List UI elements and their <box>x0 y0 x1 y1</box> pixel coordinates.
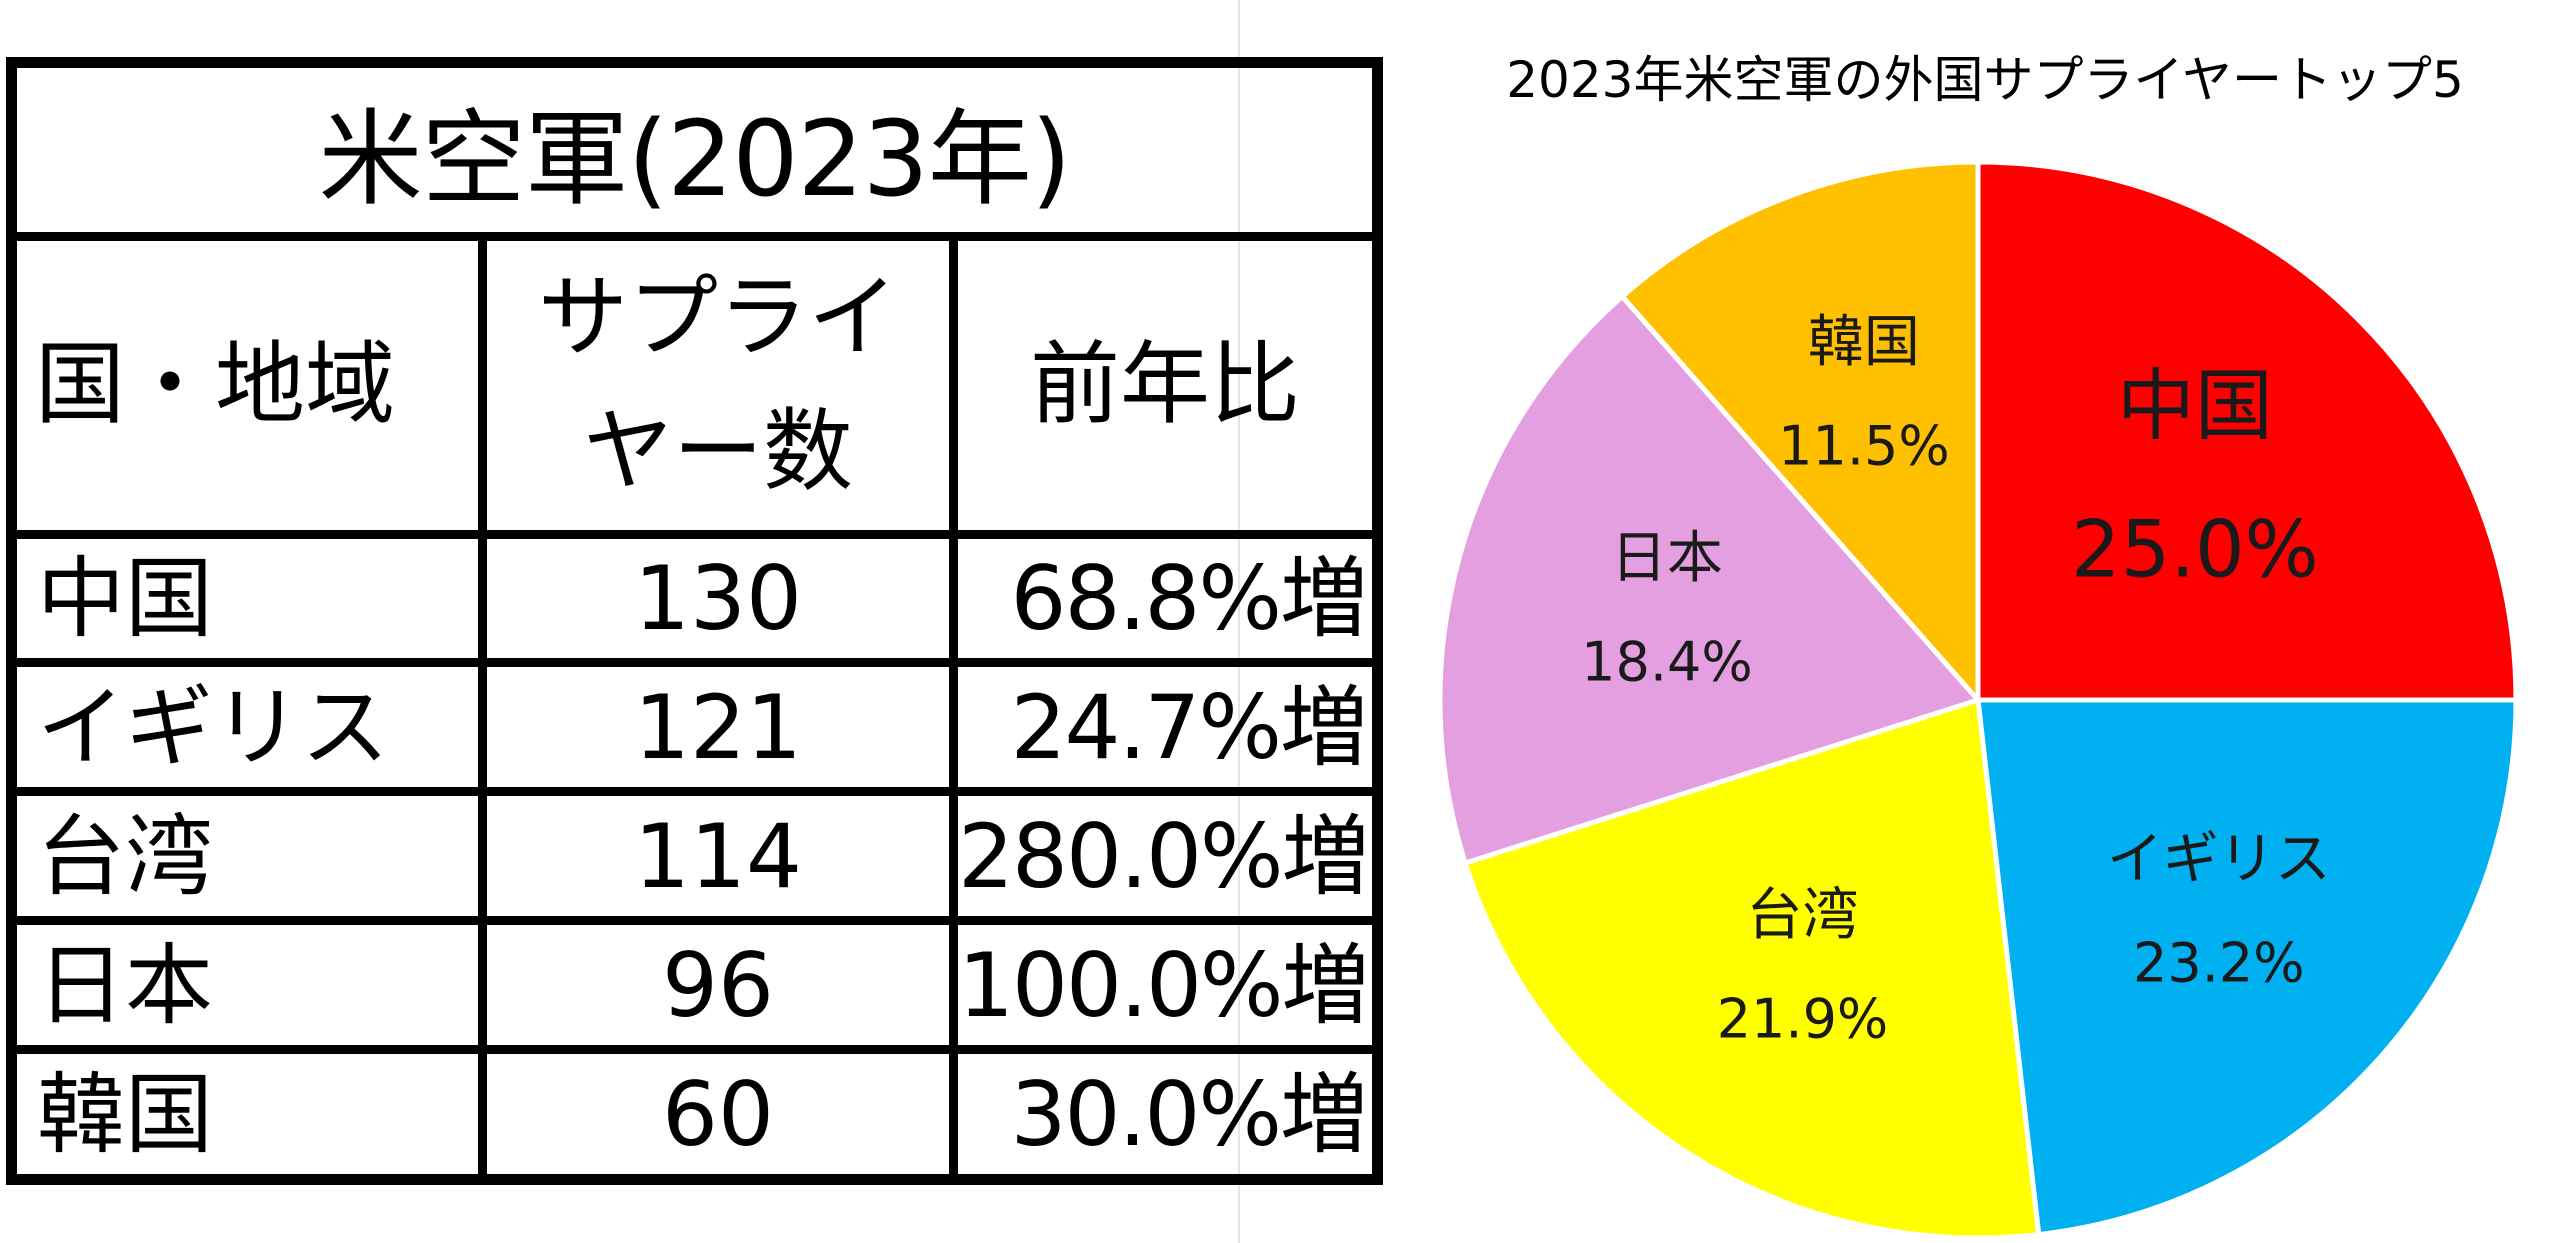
pie-chart-svg: 中国 25.0% イギリス 23.2% 台湾 21.9% 日本 18.4% 韓国 11.5% <box>1437 159 2519 1241</box>
header-suppliers-line1: サプライ <box>538 265 898 371</box>
cell-yoy: 100.0%増 <box>948 916 1383 1055</box>
cell-country: イギリス <box>7 658 487 797</box>
slice-label: イギリス <box>2107 827 2331 892</box>
header-yoy: 前年比 <box>948 231 1383 539</box>
pie-slice <box>1437 292 1983 867</box>
cell-country: 中国 <box>7 529 487 668</box>
slice-value-label: 25.0% <box>2071 506 2319 596</box>
table-row: 韓国 60 30.0%増 <box>7 1045 1383 1184</box>
header-suppliers-line2: ヤー数 <box>583 399 853 505</box>
slice-label: 中国 <box>2117 362 2273 452</box>
cell-yoy: 24.7%増 <box>948 658 1383 797</box>
pie-slice <box>1975 159 2519 703</box>
pie-slice <box>1975 697 2519 1238</box>
cell-country: 日本 <box>7 916 487 1055</box>
cell-country: 台湾 <box>7 787 487 926</box>
table-header-row: 国・地域 サプライ ヤー数 前年比 <box>7 231 1383 539</box>
table-row: 中国 130 68.8%増 <box>7 529 1383 668</box>
slice-value-label: 11.5% <box>1778 415 1950 478</box>
cell-suppliers: 121 <box>478 658 958 797</box>
cell-yoy: 280.0%増 <box>948 787 1383 926</box>
slice-value-label: 21.9% <box>1717 988 1889 1051</box>
cell-country: 韓国 <box>7 1045 487 1184</box>
slice-value-label: 18.4% <box>1581 630 1753 693</box>
chart-title: 2023年米空軍の外国サプライヤートップ5 <box>1506 51 2464 109</box>
table-row: 日本 96 100.0%増 <box>7 916 1383 1055</box>
table-title: 米空軍(2023年) <box>6 58 1383 241</box>
cell-yoy: 68.8%増 <box>948 529 1383 668</box>
pie-chart: 2023年米空軍の外国サプライヤートップ5 中国 25.0% イギリス 23.2% 台湾… <box>1420 30 2550 1241</box>
slice-label: 台湾 <box>1746 883 1858 948</box>
cell-suppliers: 96 <box>478 916 958 1055</box>
header-country: 国・地域 <box>7 231 487 539</box>
slice-label: 韓国 <box>1808 310 1920 375</box>
header-suppliers: サプライ ヤー数 <box>478 231 958 539</box>
pie-slice <box>1618 159 1981 707</box>
cell-yoy: 30.0%増 <box>948 1045 1383 1184</box>
cell-suppliers: 60 <box>478 1045 958 1184</box>
slice-label: 日本 <box>1611 526 1723 591</box>
supplier-table: 米空軍(2023年) 国・地域 サプライ ヤー数 前年比 中国 130 68.8… <box>6 57 1384 1185</box>
cell-suppliers: 114 <box>478 787 958 926</box>
slice-value-label: 23.2% <box>2133 932 2305 995</box>
table-row: 台湾 114 280.0%増 <box>7 787 1383 926</box>
pie-slice <box>1462 696 2042 1241</box>
table-row: イギリス 121 24.7%増 <box>7 658 1383 797</box>
cell-suppliers: 130 <box>478 529 958 668</box>
